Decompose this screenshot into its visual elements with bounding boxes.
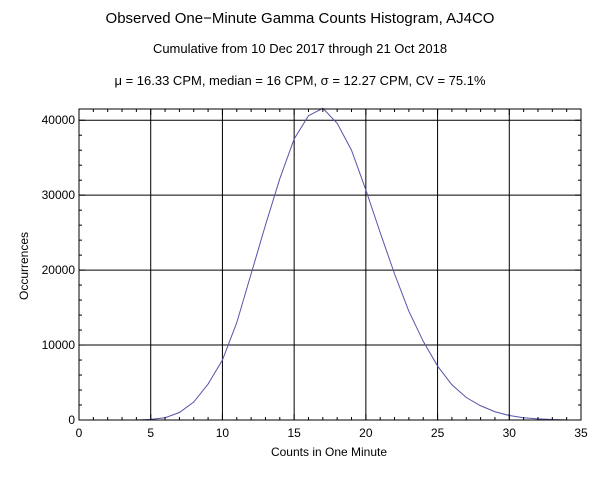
x-tick-label: 30 xyxy=(503,426,517,440)
x-axis-label: Counts in One Minute xyxy=(271,445,387,459)
y-tick-label: 0 xyxy=(68,413,75,427)
series-line xyxy=(79,107,567,421)
x-tick-label: 5 xyxy=(147,426,154,440)
x-tick-label: 25 xyxy=(431,426,445,440)
plot-frame xyxy=(78,108,582,421)
x-tick-label: 15 xyxy=(287,426,301,440)
chart-subtitle: Cumulative from 10 Dec 2017 through 21 O… xyxy=(152,41,448,56)
y-tick-label: 20000 xyxy=(42,263,76,277)
y-tick-label: 30000 xyxy=(42,188,76,202)
y-tick-label: 10000 xyxy=(42,338,76,352)
chart-title: Observed One−Minute Gamma Counts Histogr… xyxy=(105,10,495,27)
chart-stats: μ = 16.33 CPM, median = 16 CPM, σ = 12.2… xyxy=(114,73,486,88)
y-axis-label: Occurrences xyxy=(17,232,31,300)
x-tick-label: 10 xyxy=(216,426,230,440)
x-tick-label: 0 xyxy=(76,426,83,440)
x-tick-label: 20 xyxy=(359,426,373,440)
y-tick-label: 40000 xyxy=(42,113,76,127)
x-tick-label: 35 xyxy=(574,426,588,440)
